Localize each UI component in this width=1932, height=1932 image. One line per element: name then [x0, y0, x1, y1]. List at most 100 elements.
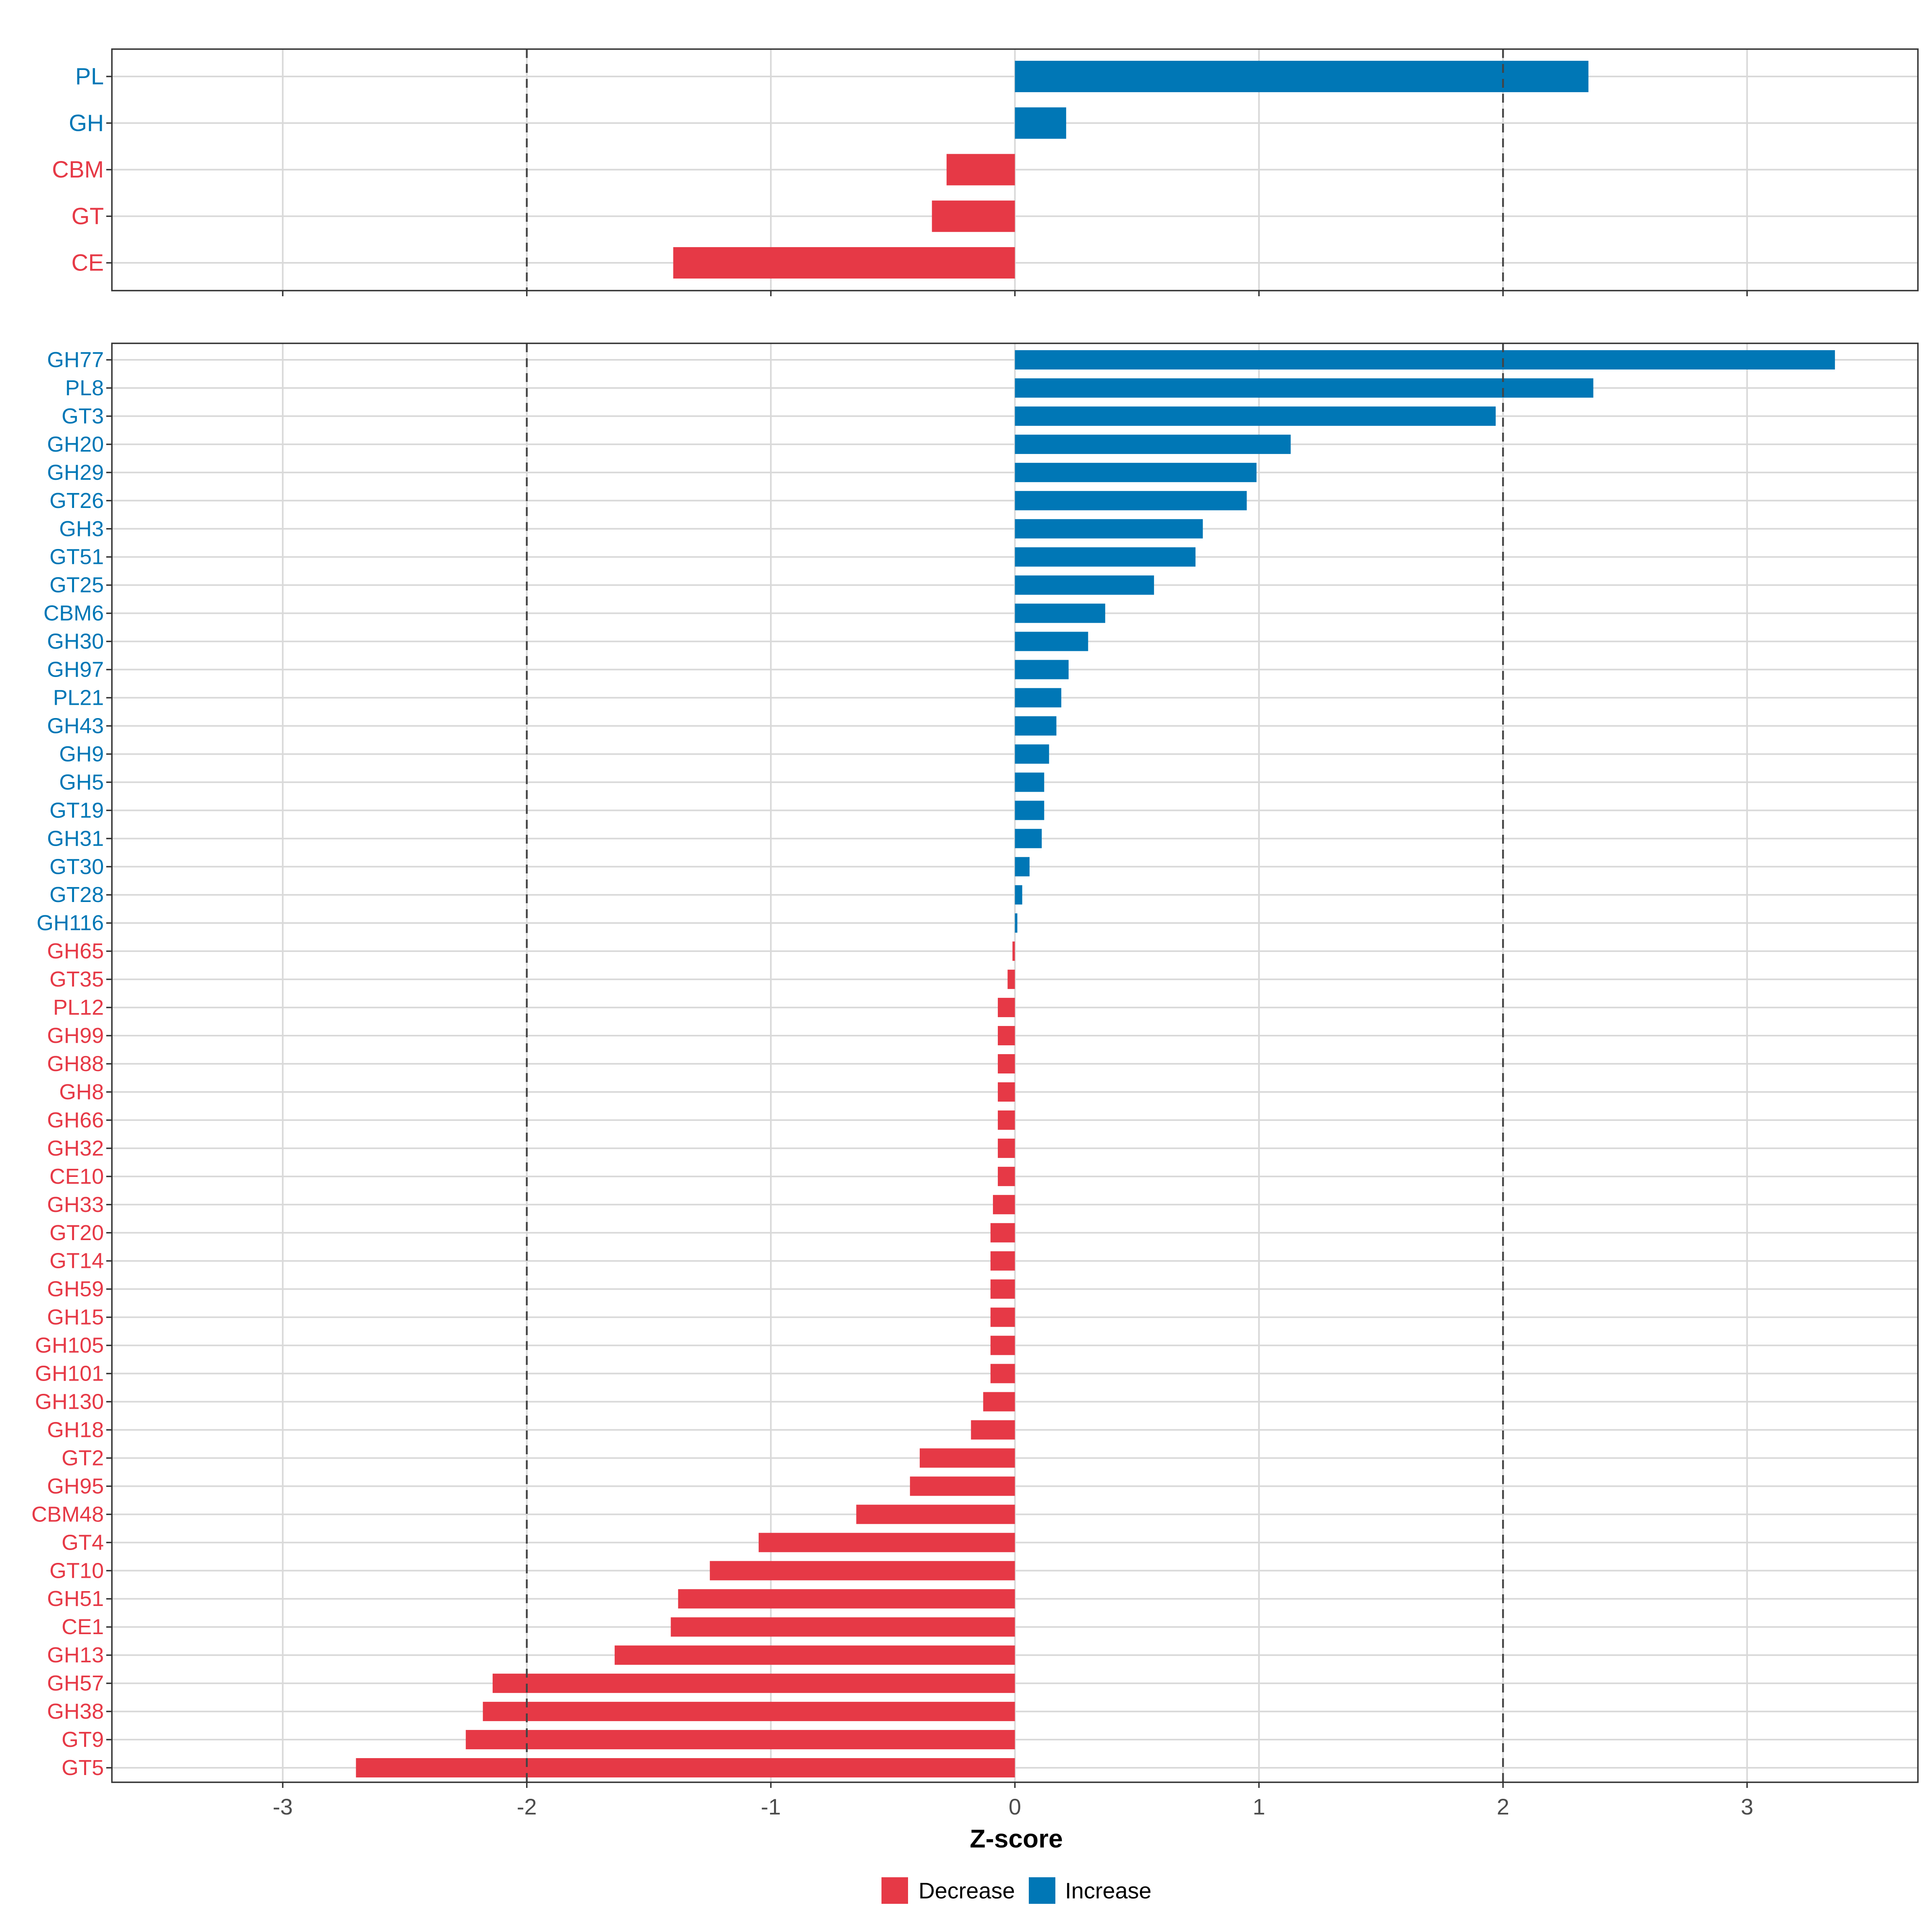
bar-gt28	[1015, 885, 1022, 905]
y-tick-label: GH77	[47, 348, 104, 372]
bar-gh33	[993, 1195, 1015, 1214]
y-tick-label: CE	[71, 250, 104, 276]
y-tick-label: GH8	[59, 1080, 104, 1104]
y-tick-label: GH51	[47, 1587, 104, 1611]
y-tick-label: GT51	[50, 545, 104, 569]
bar-gh95	[910, 1476, 1015, 1496]
bar-gh	[1015, 107, 1066, 139]
bar-gh101	[990, 1364, 1015, 1383]
bar-ce1	[671, 1617, 1015, 1637]
bar-gh99	[998, 1026, 1015, 1046]
y-tick-label: GH	[69, 110, 104, 136]
x-tick-label: 2	[1497, 1794, 1509, 1819]
bar-gh5	[1015, 772, 1044, 792]
y-tick-label: GT	[71, 203, 104, 229]
y-tick-label: PL12	[53, 995, 104, 1020]
bar-gh116	[1015, 913, 1018, 933]
y-tick-label: GH15	[47, 1305, 104, 1329]
y-tick-label: GT2	[62, 1446, 104, 1470]
bar-gt3	[1015, 406, 1496, 426]
y-tick-label: GH9	[59, 742, 104, 766]
y-tick-label: GH13	[47, 1643, 104, 1667]
bar-gh57	[492, 1674, 1015, 1693]
bar-gt19	[1015, 801, 1044, 820]
y-tick-label: GH20	[47, 432, 104, 456]
bar-gt14	[990, 1251, 1015, 1271]
y-tick-label: GH59	[47, 1277, 104, 1301]
legend-swatch-increase	[1029, 1877, 1055, 1904]
x-tick-label: -2	[517, 1794, 537, 1819]
bar-gh31	[1015, 829, 1042, 848]
bar-gh43	[1015, 716, 1057, 736]
bar-gt51	[1015, 547, 1196, 567]
y-tick-label: GH38	[47, 1699, 104, 1724]
y-tick-label: GH5	[59, 770, 104, 794]
legend: Decrease Increase	[881, 1877, 1152, 1904]
bar-pl8	[1015, 378, 1593, 398]
y-tick-label: GT30	[50, 855, 104, 879]
bar-gt2	[920, 1448, 1015, 1468]
bar-gt	[932, 200, 1015, 232]
y-tick-label: GH18	[47, 1418, 104, 1442]
y-tick-label: GT3	[62, 404, 104, 428]
bar-gh59	[990, 1279, 1015, 1299]
y-tick-label: GH31	[47, 826, 104, 850]
y-tick-label: PL21	[53, 686, 104, 710]
y-tick-label: GH57	[47, 1671, 104, 1695]
bar-gh38	[483, 1702, 1015, 1721]
y-tick-label: GT19	[50, 798, 104, 822]
y-tick-label: GT26	[50, 489, 104, 513]
bar-pl	[1015, 61, 1589, 92]
bar-gh88	[998, 1054, 1015, 1073]
bar-gh15	[990, 1307, 1015, 1327]
bar-gh30	[1015, 632, 1088, 651]
y-tick-label: GH66	[47, 1108, 104, 1132]
x-tick-label: -1	[761, 1794, 781, 1819]
bar-gt35	[1007, 970, 1015, 989]
bar-gt10	[710, 1561, 1015, 1581]
y-tick-label: CE1	[62, 1615, 104, 1639]
bar-cbm6	[1015, 603, 1105, 623]
bar-gt4	[758, 1533, 1015, 1552]
y-tick-label: GH97	[47, 658, 104, 682]
bar-pl12	[998, 998, 1015, 1018]
y-tick-label: GH43	[47, 714, 104, 738]
x-tick-label: 3	[1741, 1794, 1753, 1819]
y-tick-label: GH99	[47, 1024, 104, 1048]
bar-gt26	[1015, 491, 1247, 510]
y-tick-label: GH65	[47, 939, 104, 963]
y-tick-label: GH88	[47, 1052, 104, 1076]
y-tick-label: GT20	[50, 1221, 104, 1245]
bar-gt5	[356, 1758, 1015, 1777]
y-tick-label: GH105	[35, 1333, 104, 1358]
bar-gh3	[1015, 519, 1203, 539]
bar-cbm	[946, 154, 1015, 186]
bar-gt9	[466, 1730, 1015, 1750]
legend-swatch-decrease	[881, 1877, 908, 1904]
bar-gh8	[998, 1082, 1015, 1102]
y-tick-label: GT14	[50, 1249, 104, 1273]
y-tick-label: GT28	[50, 883, 104, 907]
y-tick-label: CBM6	[43, 601, 104, 625]
legend-label-decrease: Decrease	[919, 1878, 1015, 1903]
y-tick-label: GT25	[50, 573, 104, 597]
y-tick-label: GH29	[47, 460, 104, 485]
bar-gt25	[1015, 575, 1154, 595]
y-tick-label: GT9	[62, 1728, 104, 1752]
bar-cbm48	[856, 1505, 1015, 1524]
bar-gh20	[1015, 434, 1291, 454]
legend-label-increase: Increase	[1065, 1878, 1152, 1903]
bar-gh13	[615, 1645, 1015, 1665]
x-tick-label: 0	[1009, 1794, 1021, 1819]
y-tick-label: PL8	[65, 376, 104, 400]
bar-gt30	[1015, 857, 1030, 877]
bar-gh29	[1015, 462, 1257, 482]
bar-gh130	[983, 1392, 1015, 1412]
bar-gh32	[998, 1138, 1015, 1158]
bar-gh9	[1015, 744, 1049, 764]
bottom-panel: GH77PL8GT3GH20GH29GT26GH3GT51GT25CBM6GH3…	[31, 343, 1919, 1819]
y-tick-label: PL	[75, 64, 104, 90]
x-tick-label: -3	[273, 1794, 293, 1819]
top-panel: PL GH CBM GT CE	[52, 48, 1919, 296]
